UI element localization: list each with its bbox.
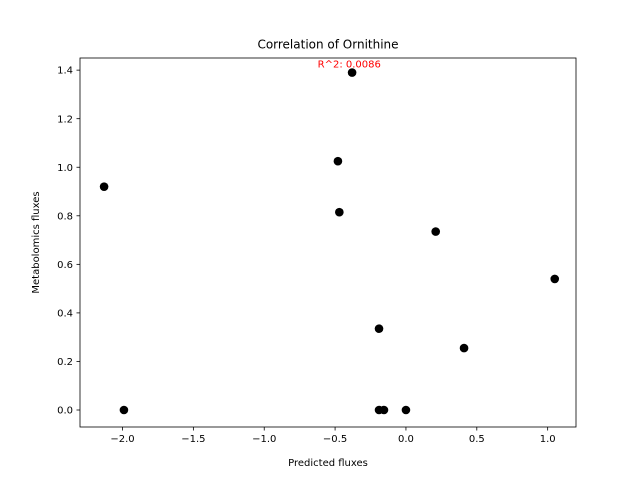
data-point — [431, 227, 441, 236]
x-tick-label: −0.5 — [323, 434, 347, 445]
y-tick-label: 0.6 — [57, 260, 73, 271]
data-point — [99, 182, 109, 191]
y-tick-label: 0.4 — [57, 309, 73, 320]
x-tick-label: 1.0 — [540, 434, 556, 445]
x-axis: −2.0 −1.5 −1.0 −0.5 0.0 0.5 1.0 — [110, 427, 556, 445]
plot-area — [79, 57, 577, 428]
y-tick-label: 0.0 — [57, 406, 73, 417]
y-tick-label: 1.2 — [57, 114, 73, 125]
x-tick-label: −1.0 — [252, 434, 276, 445]
data-point — [374, 324, 384, 333]
y-tick-label: 1.4 — [57, 66, 73, 77]
data-point — [333, 156, 343, 166]
data-point — [379, 405, 389, 415]
y-tick-label: 1.0 — [57, 163, 73, 174]
data-point — [550, 274, 560, 284]
r-squared-annotation: R^2: 0.0086 — [318, 60, 381, 71]
x-tick-label: 0.0 — [398, 434, 414, 445]
y-tick-label: 0.8 — [57, 211, 73, 222]
data-point — [459, 343, 469, 353]
y-axis: 0.0 0.2 0.4 0.6 0.8 1.0 1.2 1.4 — [57, 66, 80, 417]
x-tick-label: 0.5 — [469, 434, 485, 445]
data-point — [119, 405, 129, 415]
x-tick-label: −1.5 — [181, 434, 205, 445]
y-tick-label: 0.2 — [57, 357, 73, 368]
chart-title: Correlation of Ornithine — [257, 38, 398, 52]
y-axis-label: Metabolomics fluxes — [31, 191, 42, 293]
data-point — [347, 68, 357, 77]
x-axis-label: Predicted fluxes — [288, 458, 368, 469]
x-tick-label: −2.0 — [110, 434, 134, 445]
data-points — [99, 68, 560, 415]
data-point — [335, 207, 344, 217]
data-point — [401, 405, 411, 415]
